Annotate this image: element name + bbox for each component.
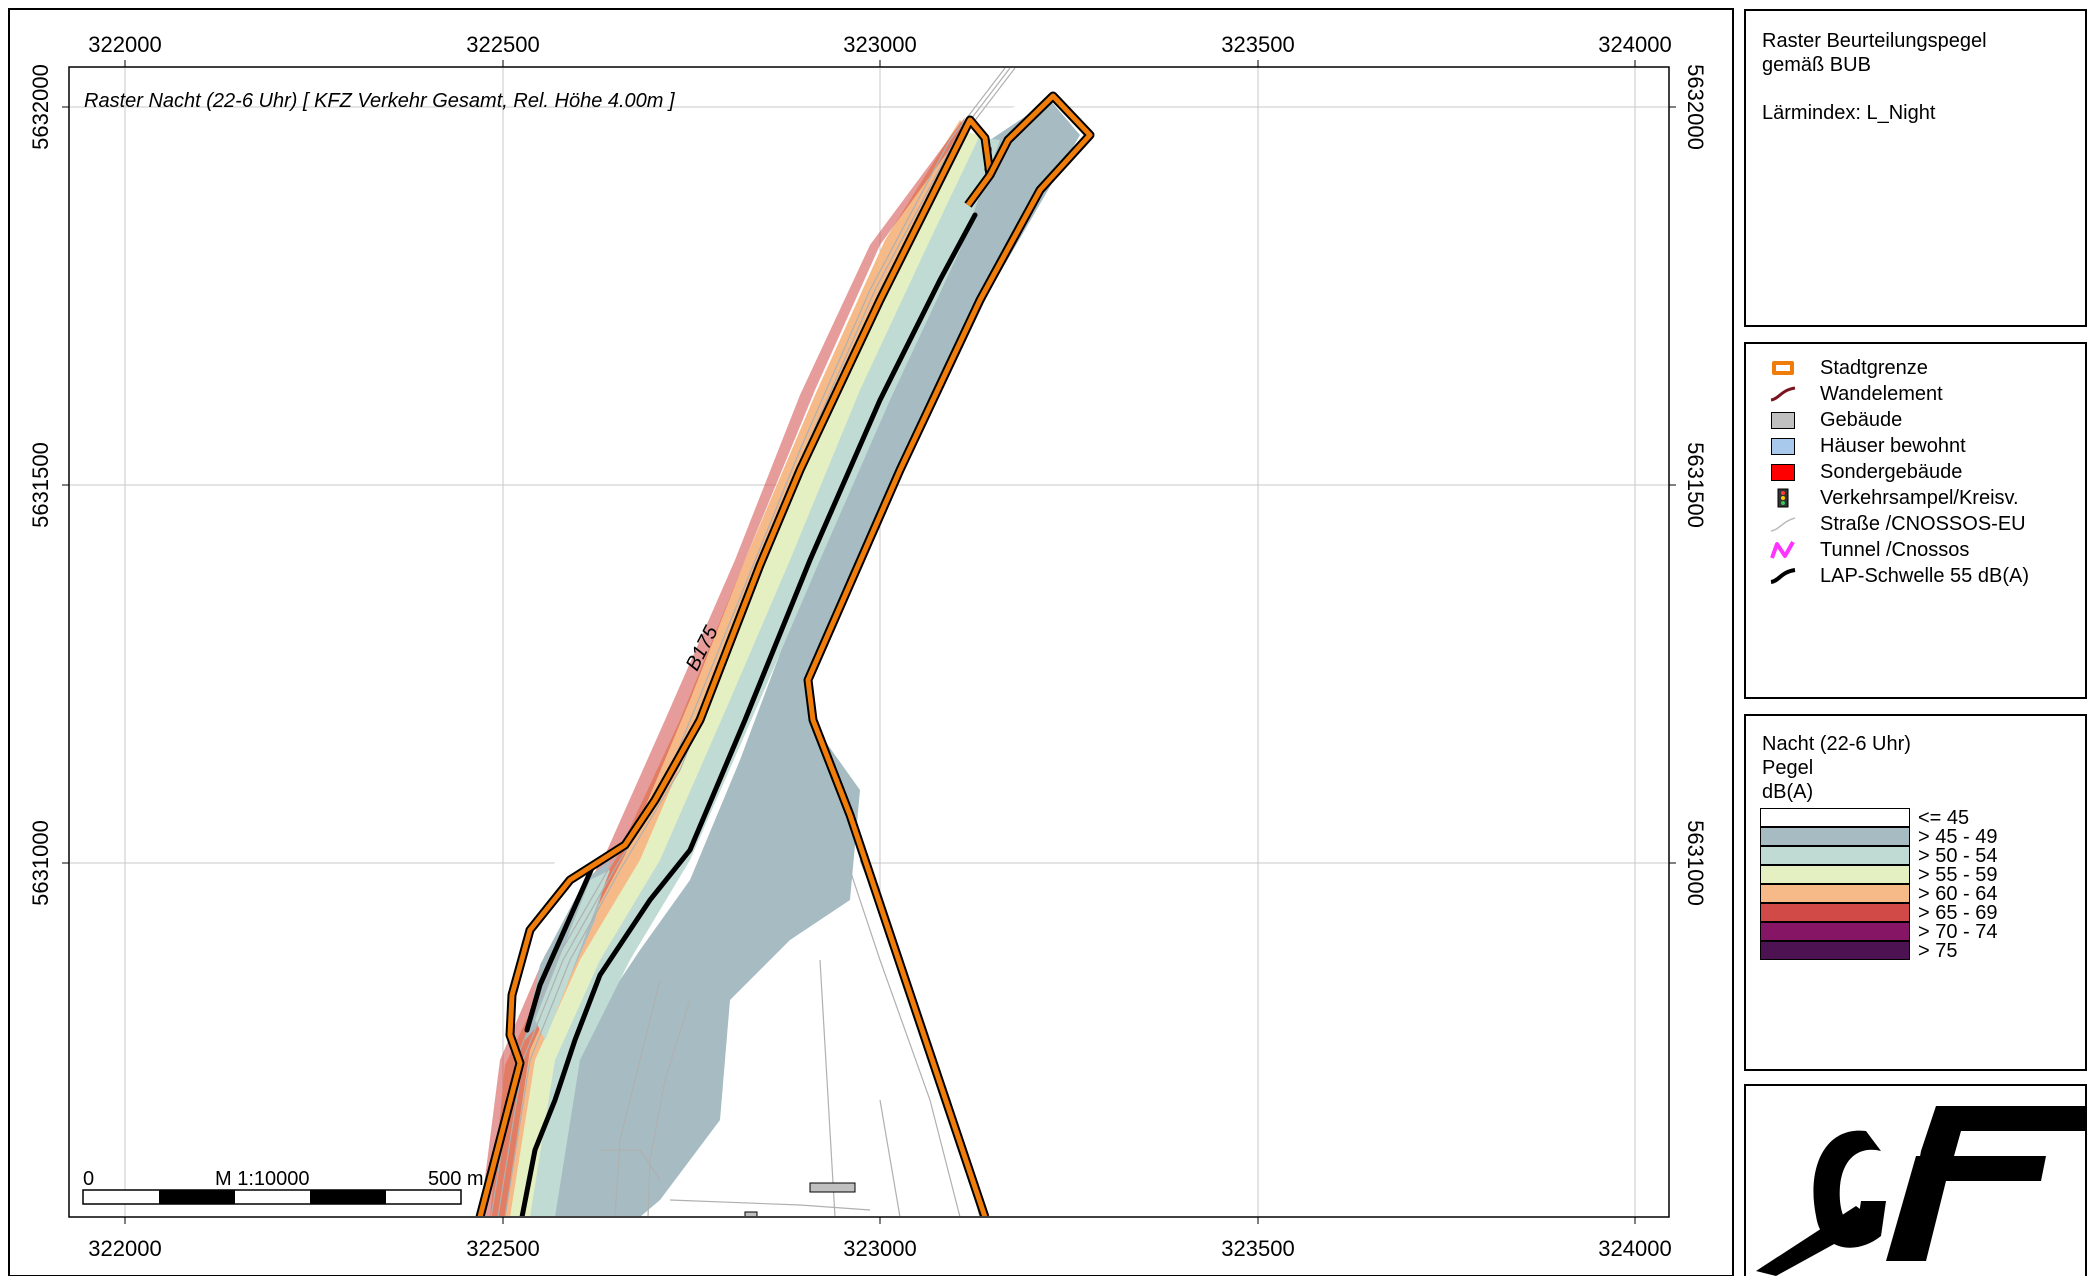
legend-label: Sondergebäude [1820,461,1963,483]
wall-element-icon [1770,386,1796,402]
traffic-light-icon [1777,488,1789,508]
legend-label: Häuser bewohnt [1820,435,1966,457]
scale-zero-label: 0 [83,1168,94,1190]
company-logo [1756,1106,2085,1276]
noise-band-55-59 [500,130,980,1216]
legend-label: Verkehrsampel/Kreisv. [1820,487,2019,509]
tick-marks [62,60,1676,1224]
noise-class-swatch [1760,827,1910,846]
noise-class-swatch [1760,922,1910,941]
legend-item-sondergebaeude: Sondergebäude [1768,459,1962,485]
x-tick-label: 323500 [1221,32,1294,57]
noise-class-label: > 70 - 74 [1918,921,1998,943]
scale-title-line2: Pegel [1762,757,1814,779]
lap-threshold-line [519,212,978,1216]
x-tick-label: 324000 [1598,1236,1671,1261]
legend-item-wandelement: Wandelement [1768,381,1943,407]
noise-class-swatch [1760,884,1910,903]
scale-bar: 0 M 1:10000 500 m [82,1168,484,1205]
y-tick-label: 5631000 [1683,820,1708,906]
x-tick-label: 323000 [843,1236,916,1261]
legend-item-haeuser-bewohnt: Häuser bewohnt [1768,433,1966,459]
x-tick-label: 322500 [466,1236,539,1261]
noise-class-swatch [1760,903,1910,922]
y-tick-label: 5632000 [28,64,53,150]
noise-class-swatch [1760,846,1910,865]
noise-class-label: > 75 [1918,940,1958,962]
y-tick-label: 5632000 [1683,64,1708,150]
noise-class-swatch [1760,941,1910,960]
tunnel-icon [1770,541,1795,559]
legend-panel: Stadtgrenze Wandelement Gebäude Häuser b… [1744,342,2087,699]
legend-label: Tunnel /Cnossos [1820,539,1970,561]
noise-index-label: Lärmindex: L_Night [1762,102,1936,124]
x-tick-label: 322000 [88,1236,161,1261]
y-tick-label: 5631500 [28,442,53,528]
legend-item-strasse: Straße /CNOSSOS-EU [1768,511,2026,537]
x-tick-label: 322500 [466,32,539,57]
scale-ratio-label: M 1:10000 [215,1168,310,1190]
legend-item-lap-schwelle: LAP-Schwelle 55 dB(A) [1768,563,2029,589]
special-building-icon [1771,463,1795,481]
legend-label: Wandelement [1820,383,1943,405]
legend-label: Gebäude [1820,409,1903,431]
legend-item-stadtgrenze: Stadtgrenze [1768,355,1928,381]
y-ticks-right: 5632000 5631500 5631000 [1683,64,1708,906]
scale-unit: dB(A) [1762,781,1814,803]
city-boundary [475,91,1095,1216]
noise-class-label: > 60 - 64 [1918,883,1998,905]
residential-house-icon [1771,437,1795,455]
noise-class-label: > 45 - 49 [1918,826,1998,848]
noise-class-list: <= 45 > 45 - 49 > 50 - 54 > 55 - 59 > 60… [1746,808,2085,968]
x-tick-label: 323000 [843,32,916,57]
y-tick-label: 5631000 [28,820,53,906]
legend-label: Straße /CNOSSOS-EU [1820,513,2026,535]
noise-class-swatch [1760,865,1910,884]
noise-class-swatch [1760,808,1910,827]
info-title-line2: gemäß BUB [1762,54,1871,76]
noise-class-label: > 65 - 69 [1918,902,1998,924]
legend-item-tunnel: Tunnel /Cnossos [1768,537,1969,563]
x-tick-label: 323500 [1221,1236,1294,1261]
x-ticks-bottom: 322000 322500 323000 323500 324000 [88,1236,1671,1261]
x-tick-label: 322000 [88,32,161,57]
info-panel: Raster Beurteilungspegel gemäß BUB Lärmi… [1744,9,2087,327]
x-ticks-top: 322000 322500 323000 323500 324000 [88,32,1671,57]
scale-end-label: 500 m [428,1168,484,1190]
info-title-line1: Raster Beurteilungspegel [1762,30,1987,52]
road-icon [1770,517,1796,532]
threshold-line-icon [1770,568,1796,584]
building-icon [1771,411,1795,429]
legend-item-verkehrsampel: Verkehrsampel/Kreisv. [1768,485,2019,511]
noise-scale-panel: Nacht (22-6 Uhr) Pegel dB(A) <= 45 > 45 … [1744,714,2087,1071]
map-title: Raster Nacht (22-6 Uhr) [ KFZ Verkehr Ge… [84,90,675,112]
noise-class-label: > 50 - 54 [1918,845,1998,867]
logo-panel [1744,1084,2087,1276]
y-tick-label: 5631500 [1683,442,1708,528]
scale-title-line1: Nacht (22-6 Uhr) [1762,733,1911,755]
noise-class-label: > 55 - 59 [1918,864,1998,886]
legend-item-gebaeude: Gebäude [1768,407,1902,433]
legend-label: LAP-Schwelle 55 dB(A) [1820,565,2029,587]
x-tick-label: 324000 [1598,32,1671,57]
y-ticks-left: 5632000 5631500 5631000 [28,64,53,906]
legend-label: Stadtgrenze [1820,357,1928,379]
city-boundary-icon [1772,361,1794,375]
noise-class-label: <= 45 [1918,807,1970,829]
